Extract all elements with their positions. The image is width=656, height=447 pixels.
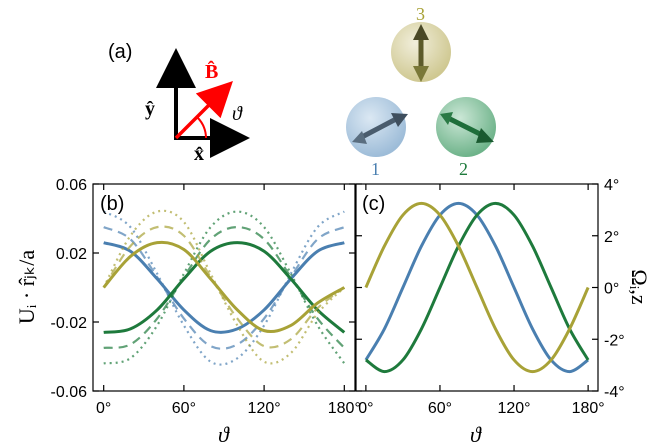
panel-c-series — [364, 201, 590, 374]
panel-b-xtick-label: 180° — [328, 400, 361, 417]
sphere-1-label: 1 — [371, 159, 380, 179]
panel-c-ytick-label: 0° — [604, 281, 619, 298]
sphere-1: 1 — [346, 97, 408, 179]
panel-a-label: (a) — [108, 41, 132, 63]
panel-c-xtick-label: 120° — [497, 400, 530, 417]
panel-b-ticks: 0° 60° 120° 180° -0.06 -0.02 0.02 0.06 — [51, 177, 361, 417]
panel-c-ticks: 0° 60° 120° 180° 4° 2° 0° -2° -4° — [356, 177, 625, 417]
sphere-3-label: 3 — [416, 4, 425, 24]
panel-b-xtick-label: 0° — [96, 400, 111, 417]
panel-b-series-blue-dashed — [103, 226, 345, 350]
sphere-2: 2 — [436, 97, 496, 179]
panel-b-series-green-dashed — [103, 226, 346, 349]
panel-b-ylabel: Uᵢ · r̂ⱼₖ/a — [14, 250, 39, 324]
panel-c-xtick-label: 180° — [572, 400, 605, 417]
panel-c-ytick-label: -4° — [604, 384, 625, 401]
panel-c-ylabel: Ωᵢ,z — [627, 269, 652, 304]
panel-b-xtick-label: 120° — [248, 400, 281, 417]
sphere-3: 3 — [391, 4, 451, 82]
x-vector-label: x̂ — [194, 143, 204, 165]
panel-b-ytick-label: 0.02 — [56, 246, 87, 263]
panel-b-ytick-label: -0.06 — [51, 384, 88, 401]
panel-c-xtick-label: 0° — [358, 400, 373, 417]
panel-b: 0° 60° 120° 180° -0.06 -0.02 0.02 0.06 (b) ϑ Uᵢ… — [14, 177, 361, 447]
panel-b-xtick-label: 60° — [172, 400, 196, 417]
panel-b-series-yellow-dotted — [102, 209, 346, 365]
panel-c-ytick-label: 4° — [604, 177, 619, 194]
panel-b-series-blue-solid — [103, 241, 345, 334]
panel-b-frame — [92, 183, 356, 392]
panel-b-xlabel: ϑ — [218, 422, 230, 447]
panel-c-label: (c) — [362, 193, 385, 215]
panel-c-xlabel: ϑ — [470, 422, 482, 447]
panel-c-series-yellow-solid — [364, 201, 590, 374]
panel-b-series-green-solid — [103, 241, 346, 334]
panel-b-series-blue-dotted — [103, 210, 345, 366]
y-vector-label: ŷ — [145, 98, 155, 120]
panel-b-ytick-label: 0.06 — [56, 177, 87, 194]
panel-b-series-yellow-solid — [102, 240, 346, 334]
panel-a: (a) B̂ ŷ x̂ ϑ — [108, 41, 250, 165]
panel-b-ytick-label: -0.02 — [51, 315, 88, 332]
panel-c-series-green-solid — [364, 201, 590, 374]
theta-label: ϑ — [232, 103, 243, 125]
angle-arc — [196, 116, 207, 139]
panel-c-ytick-label: -2° — [604, 332, 625, 349]
panel-c-ytick-label: 2° — [604, 229, 619, 246]
panel-c: 0° 60° 120° 180° 4° 2° 0° -2° -4° (c) ϑ Ωᵢ,z — [355, 177, 652, 447]
panel-b-series — [102, 209, 346, 366]
spheres: 3 1 2 — [346, 4, 496, 179]
panel-b-series-green-dotted — [103, 210, 346, 365]
b-field-arrow — [174, 81, 233, 140]
sphere-2-label: 2 — [459, 159, 468, 179]
panel-c-xtick-label: 60° — [428, 400, 452, 417]
b-vector-label: B̂ — [205, 59, 218, 83]
panel-b-label: (b) — [100, 193, 124, 215]
